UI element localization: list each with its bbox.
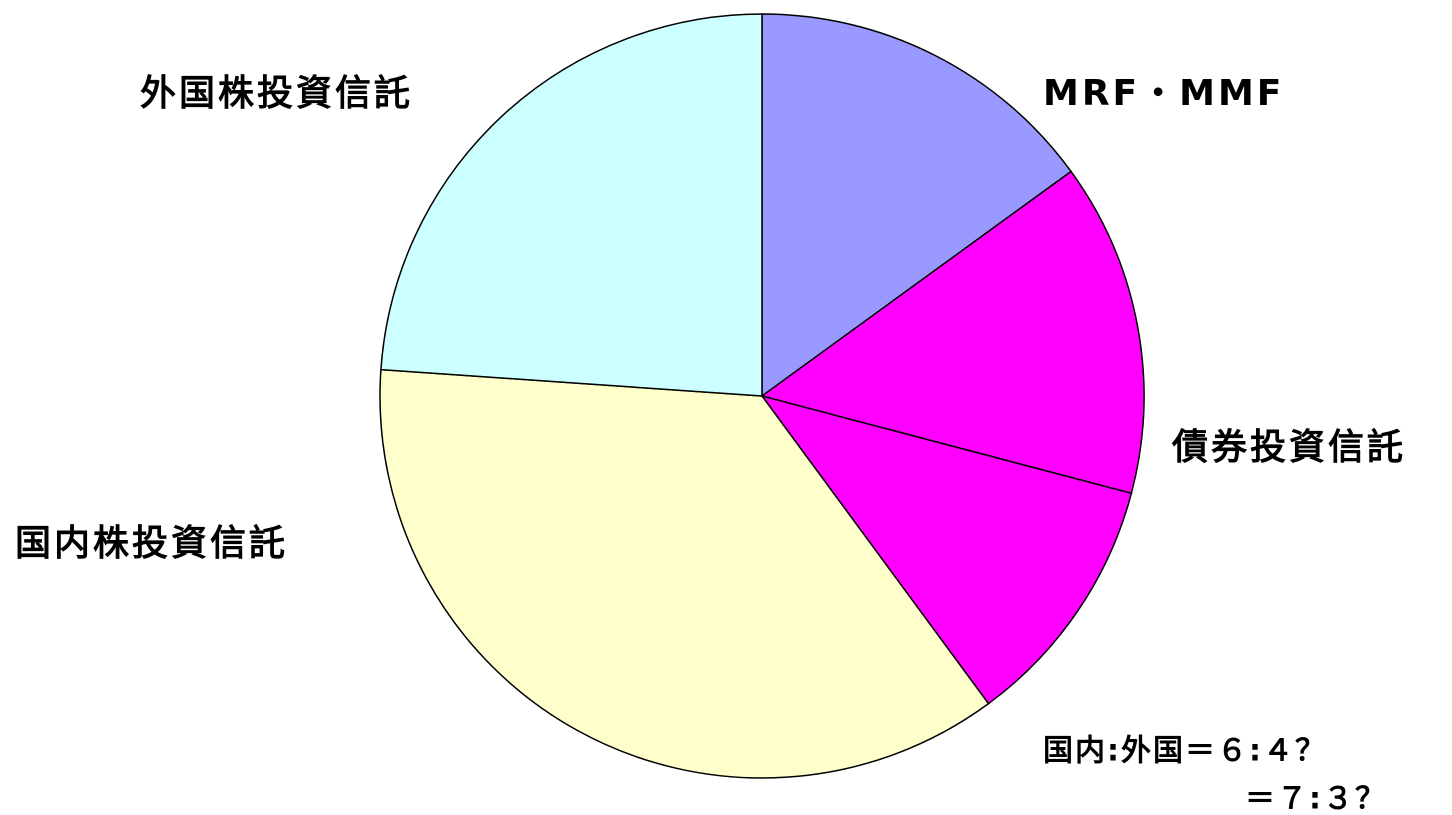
- annotation: 国内:外国＝６:４？: [1043, 734, 1327, 769]
- pie-slice: [760, 394, 1133, 705]
- slice-label: 外国株投資信託: [140, 73, 413, 114]
- pie-slice: [761, 13, 1073, 398]
- pie-slice: [760, 170, 1145, 495]
- slice-label: 債券投資信託: [1171, 427, 1406, 468]
- slice-label: MRF・MMF: [1043, 73, 1284, 114]
- pie-slice: [379, 368, 990, 779]
- annotation: ＝７:３？: [1245, 782, 1387, 815]
- pie-slice: [380, 13, 763, 397]
- slice-label: 国内株投資信託: [15, 523, 288, 564]
